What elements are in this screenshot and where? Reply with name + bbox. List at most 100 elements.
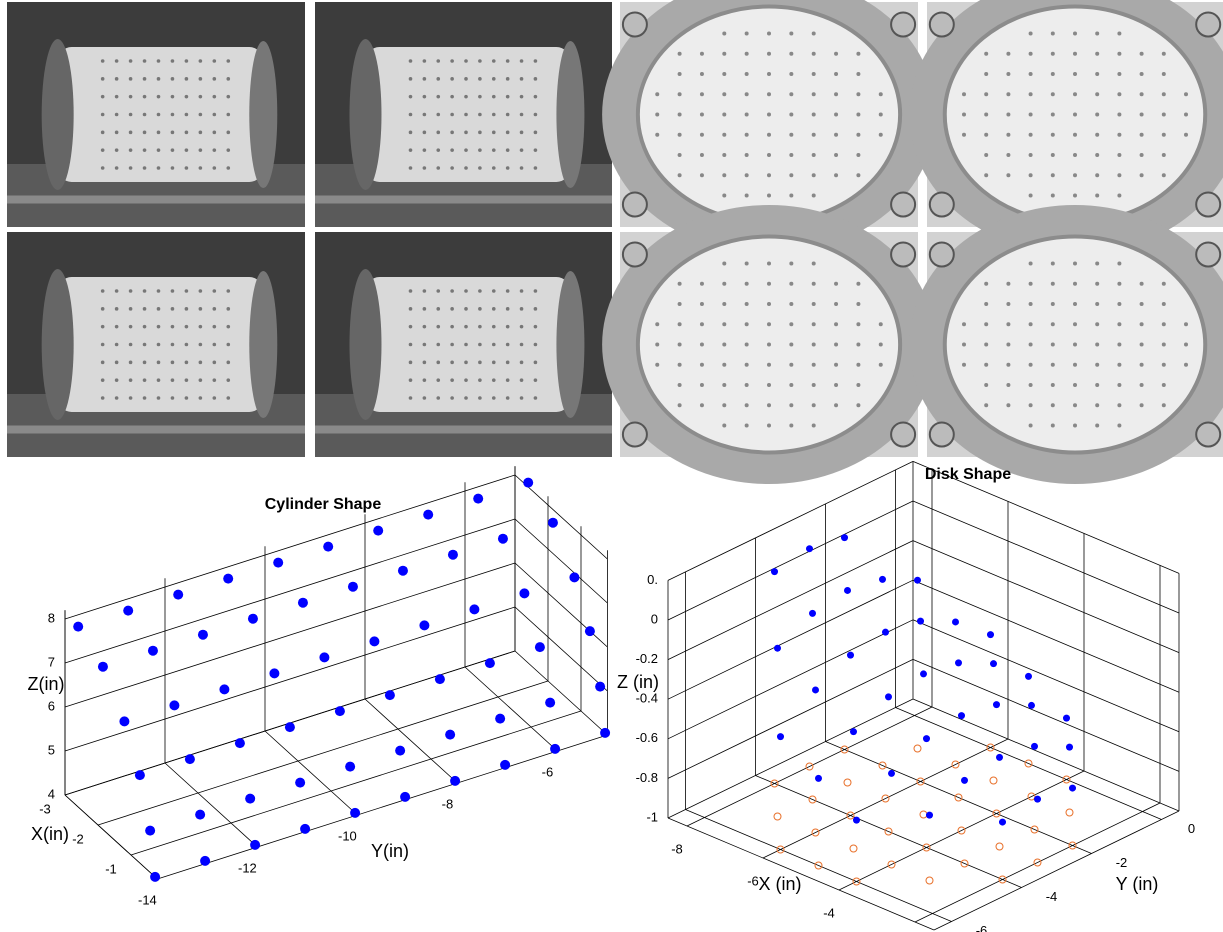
data-point <box>809 610 816 617</box>
data-point <box>345 762 355 772</box>
photo-dot <box>1051 113 1055 117</box>
photo-dot <box>745 72 749 76</box>
photo-dot <box>1162 92 1166 96</box>
grid-line <box>515 475 607 559</box>
photo-dot <box>436 343 440 347</box>
photo-dot <box>700 383 704 387</box>
photo-dot <box>1073 322 1077 326</box>
photo-dot <box>520 95 524 99</box>
photo-dot <box>436 325 440 329</box>
data-point <box>485 658 495 668</box>
photo-dot <box>478 378 482 382</box>
photo-dot <box>1117 363 1121 367</box>
photo-dot <box>1095 32 1099 36</box>
photo-dot <box>1073 72 1077 76</box>
photo-dot <box>1051 322 1055 326</box>
photo-dot <box>464 289 468 293</box>
photo-dot <box>678 322 682 326</box>
photo-dot <box>226 307 230 311</box>
photo-dot <box>1095 322 1099 326</box>
photo-dot <box>1184 92 1188 96</box>
data-point <box>98 662 108 672</box>
data-point <box>777 733 784 740</box>
photo-dot <box>700 153 704 157</box>
photo-dot <box>834 92 838 96</box>
photo-dot <box>1117 133 1121 137</box>
photo-dot <box>534 95 538 99</box>
photo-dot <box>1117 262 1121 266</box>
photo-dot <box>450 148 454 152</box>
data-point <box>806 545 813 552</box>
photo-dot <box>745 403 749 407</box>
photo-dot <box>143 148 147 152</box>
photo-dot <box>199 95 203 99</box>
photo-dot <box>1162 153 1166 157</box>
photo-dot <box>171 113 175 117</box>
photo-dot <box>101 307 105 311</box>
photo-dot <box>226 59 230 63</box>
photo-cylinder <box>365 277 570 412</box>
photo-dot <box>722 173 726 177</box>
z-tick-label: -0.4 <box>636 691 658 706</box>
photo-dot <box>879 113 883 117</box>
photo-dot <box>423 131 427 135</box>
photo-dot <box>101 148 105 152</box>
photo-dot <box>171 361 175 365</box>
photo-dot <box>464 343 468 347</box>
photo-dot <box>962 133 966 137</box>
photo-dot <box>700 282 704 286</box>
photo-dot <box>115 343 119 347</box>
photo-dot <box>129 307 133 311</box>
photo-dot <box>1095 133 1099 137</box>
photo-dot <box>199 325 203 329</box>
figure: -3-2-1-14-12-10-8-645678Cylinder ShapeX(… <box>0 0 1223 932</box>
photo-dot <box>115 131 119 135</box>
photo-bolt <box>930 193 954 217</box>
photo-dot <box>1162 343 1166 347</box>
data-point <box>569 572 579 582</box>
photo-dot <box>534 378 538 382</box>
photo-dot <box>534 59 538 63</box>
photo-dot <box>423 148 427 152</box>
photo-dot <box>157 113 161 117</box>
data-point <box>148 646 158 656</box>
photo-dot <box>1051 92 1055 96</box>
photo-dot <box>722 424 726 428</box>
photo-dot <box>423 59 427 63</box>
photo-dot <box>157 289 161 293</box>
data-point <box>348 582 358 592</box>
photo-dot <box>492 113 496 117</box>
photo-dot <box>450 59 454 63</box>
photo-panels <box>7 0 1223 484</box>
photo-dot <box>789 92 793 96</box>
photo-dot <box>962 113 966 117</box>
photo-dot <box>678 173 682 177</box>
photo-dot <box>1006 133 1010 137</box>
photo-dot <box>226 396 230 400</box>
z-axis-label: Z (in) <box>617 672 659 692</box>
grid-line <box>668 659 913 778</box>
photo-dot <box>478 289 482 293</box>
data-point <box>200 856 210 866</box>
photo-dot <box>506 59 510 63</box>
photo-dot <box>143 378 147 382</box>
photo-dot <box>534 148 538 152</box>
photo-dot <box>1095 72 1099 76</box>
z-tick-label: 4 <box>48 786 55 801</box>
photo-dot <box>700 173 704 177</box>
data-point <box>879 576 886 583</box>
data-point <box>498 534 508 544</box>
photo-dot <box>962 322 966 326</box>
photo-dot <box>157 307 161 311</box>
data-point <box>500 760 510 770</box>
photo-dot <box>101 131 105 135</box>
photo-dot <box>1006 153 1010 157</box>
photo-dot <box>129 113 133 117</box>
photo-dot <box>534 77 538 81</box>
data-point <box>523 478 533 488</box>
photo-dot <box>856 52 860 56</box>
data-point <box>323 542 333 552</box>
data-point <box>295 778 305 788</box>
photo-dot <box>879 133 883 137</box>
photo-dot <box>115 77 119 81</box>
